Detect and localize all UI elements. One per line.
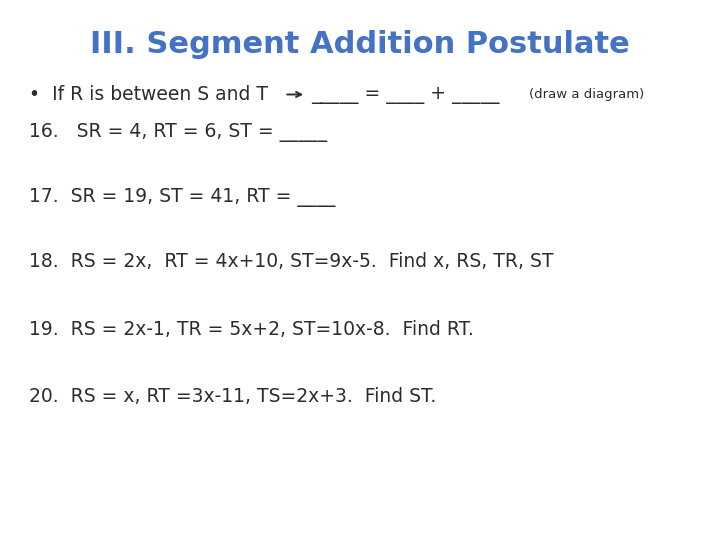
Text: 17.  SR = 19, ST = 41, RT = ____: 17. SR = 19, ST = 41, RT = ____ [29, 187, 336, 207]
Text: 19.  RS = 2x-1, TR = 5x+2, ST=10x-8.  Find RT.: 19. RS = 2x-1, TR = 5x+2, ST=10x-8. Find… [29, 320, 474, 339]
Text: 20.  RS = x, RT =3x-11, TS=2x+3.  Find ST.: 20. RS = x, RT =3x-11, TS=2x+3. Find ST. [29, 387, 436, 407]
Text: _____ = ____ + _____: _____ = ____ + _____ [311, 85, 500, 104]
Text: 16.   SR = 4, RT = 6, ST = _____: 16. SR = 4, RT = 6, ST = _____ [29, 123, 327, 142]
Text: 18.  RS = 2x,  RT = 4x+10, ST=9x-5.  Find x, RS, TR, ST: 18. RS = 2x, RT = 4x+10, ST=9x-5. Find x… [29, 252, 553, 272]
FancyArrowPatch shape [287, 92, 301, 97]
Text: •  If R is between S and T: • If R is between S and T [29, 85, 268, 104]
Text: III. Segment Addition Postulate: III. Segment Addition Postulate [90, 30, 630, 59]
Text: (draw a diagram): (draw a diagram) [529, 88, 644, 101]
